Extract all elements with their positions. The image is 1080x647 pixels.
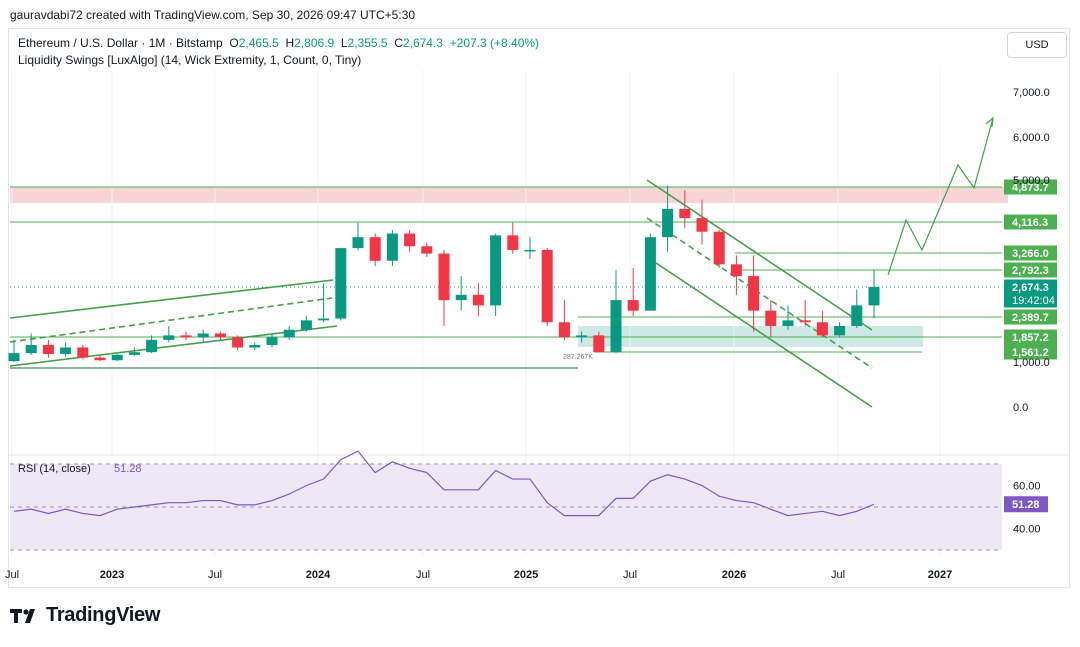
symbol-title[interactable]: Ethereum / U.S. Dollar · 1M · Bitstamp [18, 36, 223, 50]
chart-frame [8, 28, 1070, 588]
open-value: 2,465.5 [238, 36, 279, 50]
close-value: 2,674.3 [402, 36, 443, 50]
low-value: 2,355.5 [347, 36, 388, 50]
tradingview-logo-icon [10, 608, 35, 623]
tradingview-brand: TradingView [46, 604, 161, 626]
indicator-legend[interactable]: Liquidity Swings [LuxAlgo] (14, Wick Ext… [18, 53, 362, 67]
currency-button[interactable]: USD [1007, 32, 1067, 58]
low-label: L [340, 36, 348, 50]
open-label: O [229, 36, 239, 50]
close-label: C [394, 36, 403, 50]
change-value: +207.3 (+8.40%) [449, 36, 540, 50]
attribution-text: gauravdabi72 created with TradingView.co… [10, 8, 416, 22]
tradingview-logo[interactable]: TradingView [10, 604, 160, 627]
high-value: 2,806.9 [294, 36, 335, 50]
main-legend: Ethereum / U.S. Dollar · 1M · Bitstamp O… [18, 36, 539, 50]
high-label: H [285, 36, 295, 50]
